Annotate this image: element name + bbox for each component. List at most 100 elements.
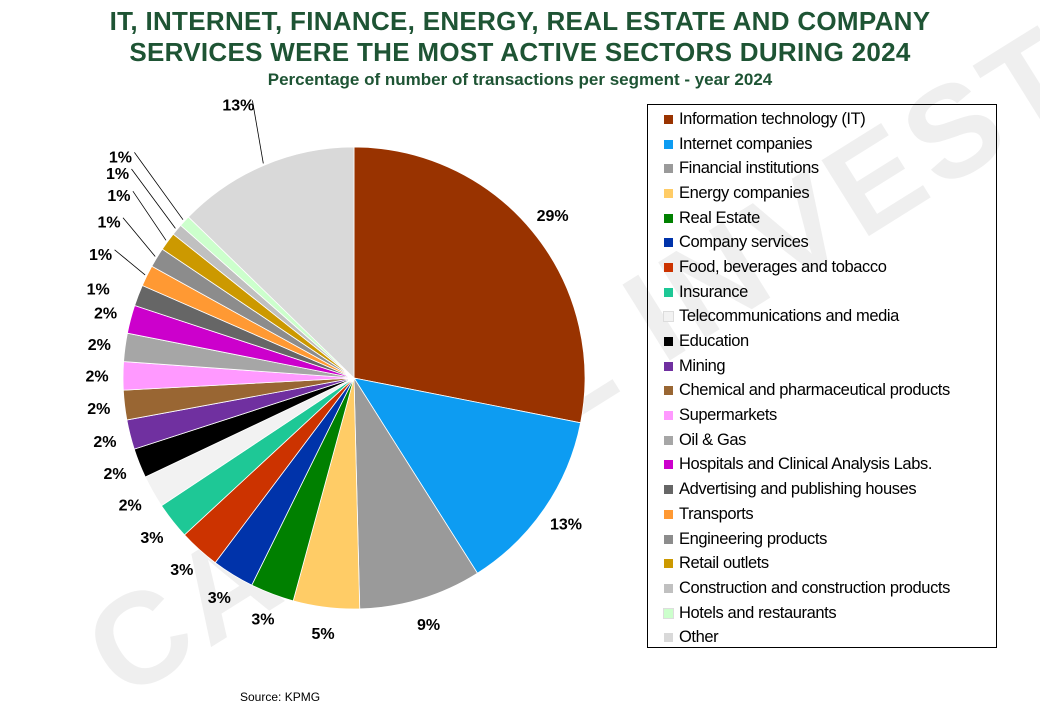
legend-swatch bbox=[664, 238, 673, 248]
legend-label: Advertising and publishing houses bbox=[679, 480, 917, 499]
legend-label: Construction and construction products bbox=[679, 578, 950, 597]
legend-item-mining: Mining bbox=[664, 354, 996, 379]
legend-item-supermarkets: Supermarkets bbox=[664, 403, 996, 428]
legend-label: Internet companies bbox=[679, 134, 813, 153]
legend-swatch bbox=[664, 139, 673, 149]
legend-swatch bbox=[664, 337, 673, 347]
legend-label: Telecommunications and media bbox=[679, 307, 899, 326]
legend-label: Food, beverages and tobacco bbox=[679, 257, 887, 276]
legend-item-internet-companies: Internet companies bbox=[664, 132, 996, 157]
legend-item-energy-companies: Energy companies bbox=[664, 181, 996, 206]
pie-label-insurance: 3% bbox=[140, 530, 163, 547]
legend-label: Information technology (IT) bbox=[679, 109, 866, 128]
legend-label: Company services bbox=[679, 233, 809, 252]
legend-item-real-estate: Real Estate bbox=[664, 206, 996, 231]
legend-item-hospitals-and-clinical-analysis-labs: Hospitals and Clinical Analysis Labs. bbox=[664, 453, 996, 478]
chart-title-line2: SERVICES WERE THE MOST ACTIVE SECTORS DU… bbox=[129, 37, 911, 67]
legend-swatch bbox=[664, 559, 673, 569]
pie-label-oil-gas: 2% bbox=[88, 337, 111, 354]
pie-chart: 29% 13% 9% 5% 3% 3% 3% 3% 2% 2% 2% 2% 2% 2% 2% 1% 1% 1% 1%… bbox=[85, 97, 586, 643]
legend-swatch bbox=[663, 311, 674, 323]
legend-swatch bbox=[664, 583, 673, 593]
legend-label: Energy companies bbox=[679, 183, 810, 202]
legend-swatch bbox=[664, 164, 673, 174]
legend-swatch bbox=[664, 534, 673, 544]
legend-label: Oil & Gas bbox=[679, 430, 747, 449]
pie-label-information-technology-it: 29% bbox=[537, 208, 569, 225]
legend-label: Transports bbox=[679, 504, 754, 523]
pie-label-food-beverages-and-tobacco: 3% bbox=[170, 562, 193, 579]
pie-label-financial-institutions: 9% bbox=[417, 617, 440, 634]
pie-label-hotels-and-restaurants: 1% bbox=[109, 149, 132, 166]
legend-label: Chemical and pharmaceutical products bbox=[679, 381, 950, 400]
legend-label: Hospitals and Clinical Analysis Labs. bbox=[679, 455, 933, 474]
legend-item-insurance: Insurance bbox=[664, 280, 996, 305]
legend-item-construction-and-construction-products: Construction and construction products bbox=[664, 576, 996, 601]
pie-leader-line-transports bbox=[114, 249, 146, 276]
pie-label-other: 13% bbox=[222, 97, 254, 114]
legend-label: Retail outlets bbox=[679, 554, 769, 573]
legend-item-retail-outlets: Retail outlets bbox=[664, 551, 996, 576]
pie-label-chemical-and-pharmaceutical-products: 2% bbox=[87, 401, 110, 418]
pie-label-hospitals-and-clinical-analysis-labs: 2% bbox=[94, 306, 117, 323]
legend-item-advertising-and-publishing-houses: Advertising and publishing houses bbox=[664, 477, 996, 502]
pie-label-supermarkets: 2% bbox=[85, 369, 108, 386]
legend-swatch bbox=[664, 213, 673, 223]
pie-label-mining: 2% bbox=[93, 434, 116, 451]
legend-item-chemical-and-pharmaceutical-products: Chemical and pharmaceutical products bbox=[664, 379, 996, 404]
legend-item-company-services: Company services bbox=[664, 230, 996, 255]
pie-label-real-estate: 3% bbox=[251, 611, 274, 628]
legend-item-financial-institutions: Financial institutions bbox=[664, 156, 996, 181]
pie-leader-line-hotels-and-restaurants bbox=[134, 152, 184, 220]
legend-swatch bbox=[664, 287, 673, 297]
chart-subtitle: Percentage of number of transactions per… bbox=[267, 70, 773, 89]
source-note: Source: KPMG bbox=[240, 690, 321, 704]
pie-label-energy-companies: 5% bbox=[311, 626, 334, 643]
legend-item-other: Other bbox=[664, 625, 996, 650]
legend-item-transports: Transports bbox=[664, 502, 996, 527]
legend-label: Other bbox=[679, 628, 719, 647]
pie-slice-internet-companies bbox=[353, 377, 582, 574]
legend-item-telecommunications-and-media: Telecommunications and media bbox=[663, 305, 996, 330]
legend-item-hotels-and-restaurants: Hotels and restaurants bbox=[663, 601, 996, 626]
legend-swatch bbox=[664, 485, 673, 495]
pie-label-telecommunications-and-media: 2% bbox=[119, 497, 142, 514]
legend-item-education: Education bbox=[664, 329, 996, 354]
legend-swatch bbox=[664, 633, 673, 643]
legend-swatch bbox=[663, 607, 674, 619]
legend-item-engineering-products: Engineering products bbox=[664, 527, 996, 552]
pie-leader-lines bbox=[114, 100, 264, 276]
pie-leader-line-retail-outlets bbox=[132, 190, 167, 241]
legend-swatch bbox=[664, 386, 673, 396]
pie-label-education: 2% bbox=[104, 466, 127, 483]
legend-label: Hotels and restaurants bbox=[679, 603, 837, 622]
pie-label-advertising-and-publishing-houses: 1% bbox=[87, 282, 110, 299]
pie-label-transports: 1% bbox=[89, 247, 112, 264]
legend-label: Real Estate bbox=[679, 208, 760, 227]
pie-label-retail-outlets: 1% bbox=[107, 188, 130, 205]
legend-swatch bbox=[664, 188, 673, 198]
legend-item-oil-gas: Oil & Gas bbox=[664, 428, 996, 453]
pie-leader-line-construction-and-construction-products bbox=[131, 168, 176, 229]
pie-slices bbox=[122, 146, 586, 610]
pie-leader-line-other bbox=[252, 100, 264, 164]
chart-legend: Information technology (IT) Internet comp… bbox=[647, 104, 997, 648]
pie-slice-other bbox=[187, 146, 355, 379]
pie-label-company-services: 3% bbox=[208, 590, 231, 607]
legend-swatch bbox=[664, 435, 673, 445]
pie-data-labels: 29% 13% 9% 5% 3% 3% 3% 3% 2% 2% 2% 2% 2% 2% 2% 1% 1% 1% 1%… bbox=[85, 97, 582, 643]
legend-label: Insurance bbox=[679, 282, 748, 301]
pie-label-internet-companies: 13% bbox=[550, 516, 582, 533]
pie-label-engineering-products: 1% bbox=[97, 215, 120, 232]
pie-slice-financial-institutions bbox=[353, 376, 479, 610]
legend-swatch bbox=[664, 411, 673, 421]
pie-leader-line-engineering-products bbox=[122, 217, 156, 257]
legend-label: Supermarkets bbox=[679, 406, 777, 425]
chart-title: IT, INTERNET, FINANCE, ENERGY, REAL ESTA… bbox=[0, 6, 1040, 68]
legend-swatch bbox=[664, 114, 673, 124]
legend-label: Financial institutions bbox=[679, 159, 819, 178]
chart-title-line1: IT, INTERNET, FINANCE, ENERGY, REAL ESTA… bbox=[109, 6, 931, 36]
legend-label: Education bbox=[679, 332, 749, 351]
legend-swatch bbox=[664, 460, 673, 470]
legend-swatch bbox=[664, 361, 673, 371]
